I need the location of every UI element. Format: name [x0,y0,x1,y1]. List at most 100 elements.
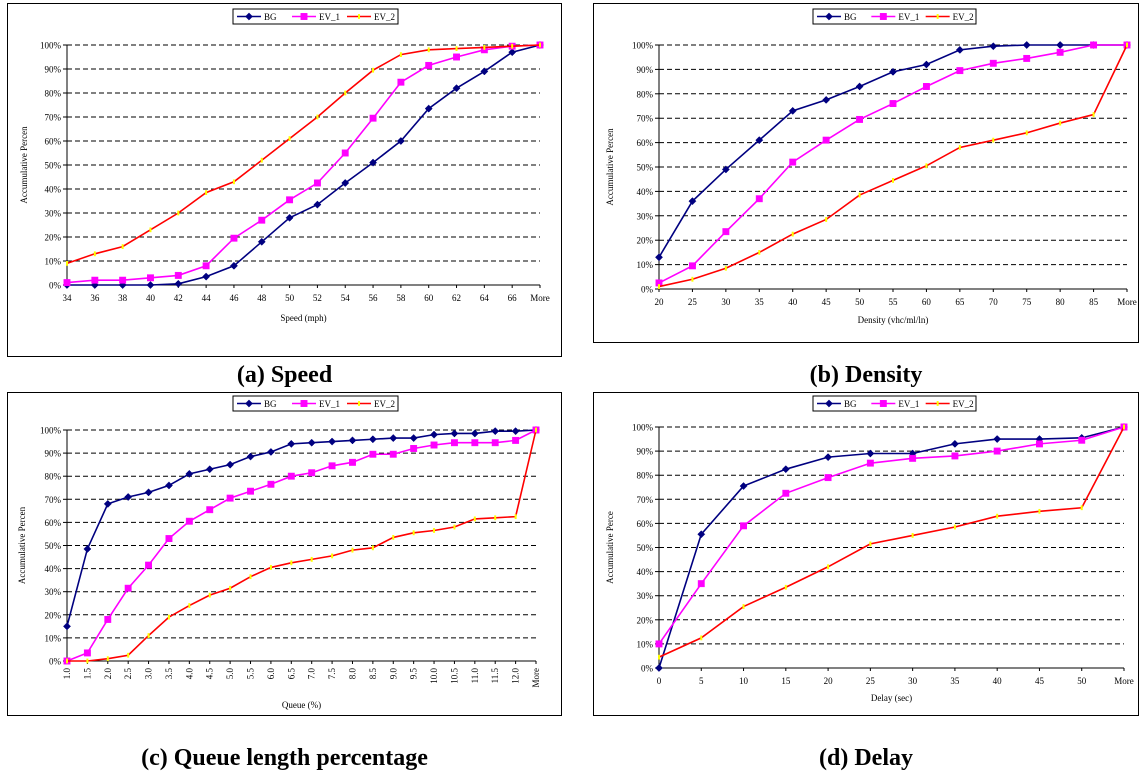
x-tick-label: 3.5 [164,668,174,680]
data-point [453,53,460,61]
chart-svg-queue: 0% 10% 20% 30% 40% 50% 60% 70% 80% 90% 100% 1.0 1.5 2… [7,392,562,716]
x-tick-label: 48 [257,293,267,303]
x-axis-label: Delay (sec) [871,693,912,703]
data-point [470,429,479,438]
y-tick-label: 40% [637,187,654,197]
y-axis-label: Accumulative Percen [17,506,27,584]
y-tick-label: 20% [45,610,62,620]
data-point [257,237,266,246]
y-tick-label: 10% [637,260,654,270]
data-point [511,427,520,436]
legend-swatch-marker [825,399,833,408]
data-point [206,506,214,514]
y-tick-label: 70% [45,113,62,123]
legend-label: EV_2 [374,399,395,409]
y-tick-label: 100% [40,426,62,436]
legend-label: BG [844,12,857,22]
x-tick-label: More [531,668,541,688]
y-tick-label: 100% [40,41,62,51]
data-point [226,460,235,469]
data-point [781,465,790,474]
data-point [146,281,155,289]
data-point [267,480,275,488]
y-tick-label: 40% [45,564,62,574]
y-tick-label: 90% [637,65,654,75]
data-point [955,45,964,54]
data-point [824,474,832,482]
data-point [91,276,99,284]
y-tick-label: 40% [45,185,62,195]
legend-label: BG [844,399,857,409]
y-tick-label: 20% [637,615,654,625]
chart-svg-speed: 0% 10% 20% 30% 40% 50% 60% 70% 80% 90% 100% 34 36 38 4… [7,3,562,357]
series-line [66,44,541,284]
data-point [1023,54,1031,62]
chart-frame [7,392,562,716]
data-point [313,179,321,187]
x-tick-label: More [1114,676,1134,686]
x-tick-label: 2.0 [103,668,113,680]
data-point [202,262,210,270]
y-tick-label: 30% [637,591,654,601]
data-point [508,48,517,57]
data-point [491,427,500,436]
x-tick-label: 7.0 [307,668,317,680]
data-point [697,580,705,588]
legend-label: BG [264,399,277,409]
chart-svg-delay: 0% 10% 20% 30% 40% 50% 60% 70% 80% 90% 100% 0 5 10 15 2… [593,392,1139,716]
y-tick-label: 60% [637,519,654,529]
data-point [655,640,663,648]
x-tick-label: More [530,293,550,303]
series-line [658,426,1125,645]
y-tick-label: 90% [45,449,62,459]
x-tick-label: 11.5 [490,668,500,684]
x-tick-label: 54 [341,293,351,303]
y-tick-label: 100% [632,423,654,433]
y-tick-label: 80% [45,472,62,482]
data-point [788,106,797,115]
x-tick-label: 50 [855,297,865,307]
data-point [956,67,964,75]
y-tick-label: 0% [49,281,62,291]
data-point [307,438,316,447]
x-tick-label: 0 [657,676,662,686]
y-tick-label: 80% [637,471,654,481]
x-tick-label: 8.0 [347,668,357,680]
x-tick-label: 20 [655,297,665,307]
data-point [655,664,663,672]
legend: BG EV_1 EV_2 [232,395,399,412]
data-point [739,482,748,490]
x-tick-label: 30 [721,297,731,307]
y-tick-label: 60% [45,137,62,147]
y-tick-label: 10% [637,639,654,649]
y-tick-label: 70% [637,495,654,505]
data-point [328,462,336,470]
chart-frame [593,3,1139,343]
series-line [67,44,541,286]
data-point [230,234,238,242]
x-tick-label: 11.0 [470,668,480,684]
x-tick-label: 40 [146,293,156,303]
data-point [430,430,438,439]
y-tick-label: 40% [637,567,654,577]
y-axis-label: Accumulative Perce [605,511,615,584]
data-point [951,452,959,460]
data-point [755,195,763,203]
data-point [993,447,1001,455]
y-tick-label: 50% [637,163,654,173]
data-point [368,435,377,444]
x-tick-label: 60 [922,297,932,307]
x-tick-label: 20 [824,676,834,686]
data-point [185,517,193,525]
data-point [889,67,897,76]
x-tick-label: 58 [396,293,406,303]
data-point [397,78,405,86]
caption-speed: (a) Speed [236,362,333,388]
chart-panel-density: 0% 10% 20% 30% 40% 50% 60% 70% 80% 90% 100% 20 25 30 3… [593,3,1139,343]
series-bg [63,426,540,631]
data-point [104,615,112,623]
x-tick-label: 9.0 [388,668,398,680]
data-point [471,439,479,447]
chart-frame [593,392,1139,716]
data-point [993,435,1002,444]
